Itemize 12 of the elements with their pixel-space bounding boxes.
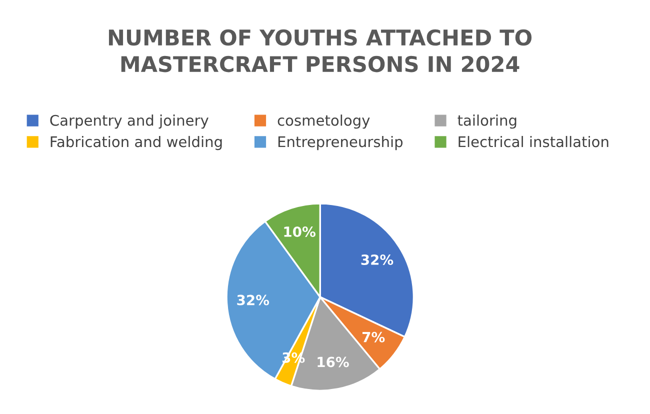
- legend-label: Entrepreneurship: [278, 136, 403, 150]
- data-label: 16%: [318, 356, 349, 368]
- data-label: 7%: [362, 332, 385, 342]
- legend-label: Electrical installation: [458, 136, 608, 148]
- chart-title: NUMBER OF YOUTHS ATTACHED TO MASTERCRAFT PERSONS IN 2024: [108, 29, 532, 72]
- data-label: 32%: [361, 254, 394, 265]
- legend-label: cosmetology: [278, 114, 370, 129]
- legend-label: tailoring: [458, 114, 516, 129]
- data-label: 32%: [237, 294, 270, 306]
- data-label: 10%: [284, 226, 316, 238]
- legend-label: Fabrication and welding: [50, 136, 222, 150]
- legend-label: Carpentry and joinery: [50, 114, 208, 129]
